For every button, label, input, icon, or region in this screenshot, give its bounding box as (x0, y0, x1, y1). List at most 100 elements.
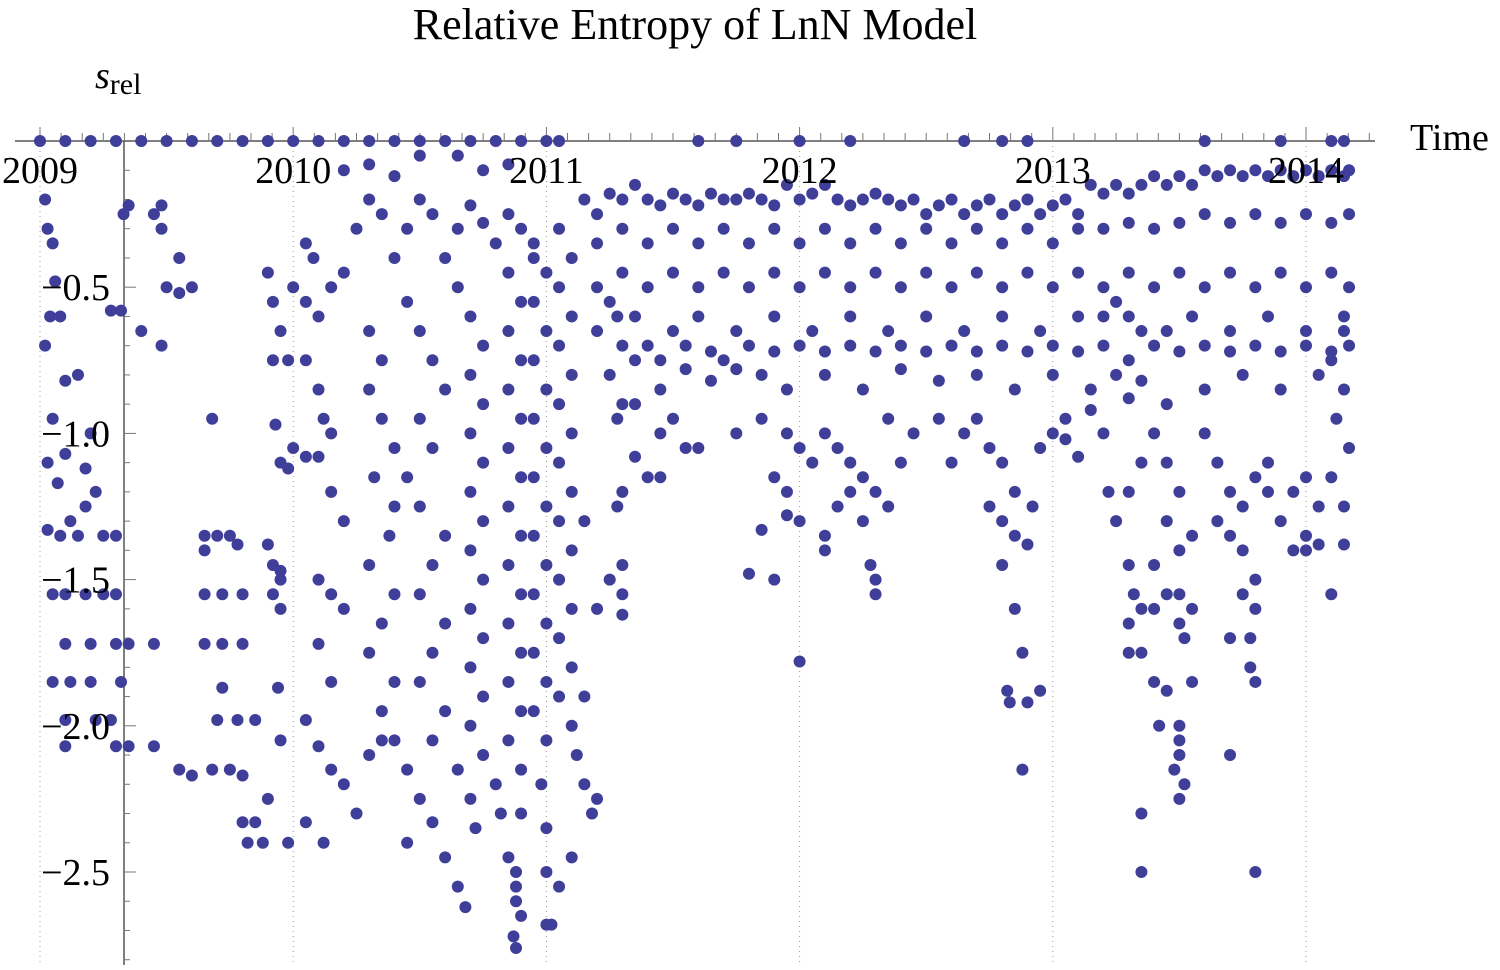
data-point (1274, 383, 1287, 396)
data-point (1337, 538, 1350, 551)
data-point (1072, 345, 1085, 358)
data-point (46, 588, 59, 601)
data-point (540, 325, 553, 338)
data-point (553, 632, 566, 645)
data-point (535, 778, 548, 791)
x-axis-label: Time (1410, 117, 1489, 159)
data-point (1325, 216, 1338, 229)
data-point (216, 681, 229, 694)
data-point (1110, 178, 1123, 191)
data-point (439, 251, 452, 264)
data-point (654, 471, 667, 484)
data-point (337, 266, 350, 279)
data-point (515, 909, 528, 922)
data-point (793, 281, 806, 294)
data-point (413, 588, 426, 601)
data-point (299, 237, 312, 250)
data-point (426, 646, 439, 659)
data-point (401, 471, 414, 484)
data-point (869, 266, 882, 279)
data-point (1160, 178, 1173, 191)
data-point (1249, 281, 1262, 294)
data-point (970, 266, 983, 279)
data-point (894, 339, 907, 352)
data-point (1153, 719, 1166, 732)
data-point (1262, 456, 1275, 469)
data-point (1016, 646, 1029, 659)
data-point (755, 193, 768, 206)
data-point (104, 304, 117, 317)
data-point (1300, 529, 1312, 542)
data-point (540, 822, 553, 835)
data-point (46, 675, 59, 688)
data-point (591, 281, 604, 294)
data-point (363, 158, 376, 171)
data-point (1173, 749, 1186, 762)
data-point (160, 135, 173, 147)
x-tick-label: 2010 (255, 150, 331, 192)
data-point (413, 675, 426, 688)
data-point (312, 637, 325, 650)
data-point (266, 588, 279, 601)
data-point (780, 427, 793, 440)
data-point (477, 164, 490, 177)
data-point (1211, 515, 1224, 528)
data-point (527, 529, 540, 542)
data-point (1244, 632, 1257, 645)
data-point (236, 135, 249, 147)
data-point (489, 135, 502, 147)
data-point (654, 427, 667, 440)
data-point (818, 544, 831, 557)
data-point (844, 135, 857, 147)
data-point (1148, 339, 1161, 352)
data-point (1325, 588, 1338, 601)
data-point (249, 816, 262, 829)
data-point (1287, 485, 1300, 498)
data-point (793, 515, 806, 528)
data-point (198, 588, 211, 601)
data-point (41, 222, 54, 235)
data-point (856, 383, 869, 396)
data-point (337, 164, 350, 177)
data-point (793, 193, 806, 206)
data-point (502, 325, 515, 338)
data-point (629, 310, 642, 323)
data-point (1300, 325, 1312, 338)
data-point (1097, 187, 1110, 200)
data-point (413, 412, 426, 425)
data-point (1186, 602, 1199, 615)
data-point (1224, 216, 1237, 229)
data-point (464, 427, 477, 440)
data-point (299, 450, 312, 463)
data-point (46, 412, 59, 425)
data-point (510, 866, 523, 878)
data-point (553, 690, 566, 703)
data-point (464, 310, 477, 323)
data-point (439, 135, 452, 147)
data-point (540, 675, 553, 688)
data-point (717, 354, 730, 367)
data-point (426, 816, 439, 829)
data-point (704, 345, 717, 358)
data-point (1224, 529, 1237, 542)
data-point (274, 325, 287, 338)
data-point (1135, 807, 1148, 820)
data-point (274, 602, 287, 615)
data-point (1325, 354, 1338, 367)
data-point (856, 471, 869, 484)
data-point (629, 450, 642, 463)
data-point (451, 222, 464, 235)
data-point (401, 836, 414, 849)
data-point (44, 310, 57, 323)
data-point (388, 135, 401, 147)
data-point (64, 675, 77, 688)
data-point (1330, 412, 1343, 425)
data-point (578, 193, 591, 206)
data-point (1072, 222, 1085, 235)
data-point (413, 149, 426, 162)
data-point (1173, 216, 1186, 229)
data-point (231, 713, 244, 726)
data-point (945, 237, 958, 250)
data-point (282, 354, 295, 367)
data-point (459, 901, 472, 914)
